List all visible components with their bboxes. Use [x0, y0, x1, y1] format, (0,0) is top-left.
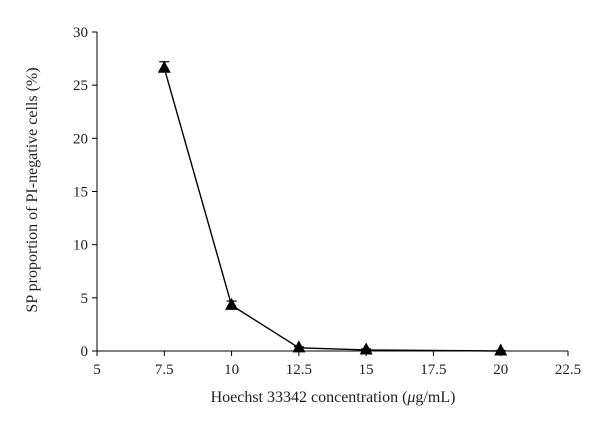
- x-tick-label: 7.5: [155, 362, 174, 378]
- x-axis-title-suffix: g/mL): [415, 389, 455, 406]
- x-axis-title: Hoechst 33342 concentration (μg/mL): [211, 389, 456, 406]
- x-tick-label: 17.5: [420, 362, 446, 378]
- x-axis-title-prefix: Hoechst 33342 concentration (: [211, 389, 408, 406]
- y-tick-label: 25: [73, 78, 88, 94]
- y-tick-label: 15: [73, 185, 88, 201]
- x-tick-label: 20: [493, 362, 508, 378]
- y-tick-label: 30: [73, 25, 88, 41]
- y-tick-label: 10: [73, 238, 88, 254]
- y-tick-label: 5: [81, 291, 89, 307]
- data-point-triangle: [359, 342, 373, 355]
- x-tick-label: 10: [224, 362, 239, 378]
- x-tick-label: 15: [359, 362, 374, 378]
- data-point-triangle: [225, 297, 239, 310]
- data-point-triangle: [157, 60, 171, 73]
- data-point-triangle: [292, 340, 306, 353]
- x-axis-title-mu: μ: [406, 389, 415, 406]
- y-axis-title: SP proportion of PI-negative cells (%): [24, 67, 41, 312]
- x-tick-label: 5: [93, 362, 101, 378]
- x-tick-label: 22.5: [555, 362, 581, 378]
- y-tick-label: 0: [81, 344, 89, 360]
- y-tick-label: 20: [73, 131, 88, 147]
- data-point-triangle: [494, 343, 508, 356]
- x-tick-label: 12.5: [286, 362, 312, 378]
- series-line: [163, 67, 501, 352]
